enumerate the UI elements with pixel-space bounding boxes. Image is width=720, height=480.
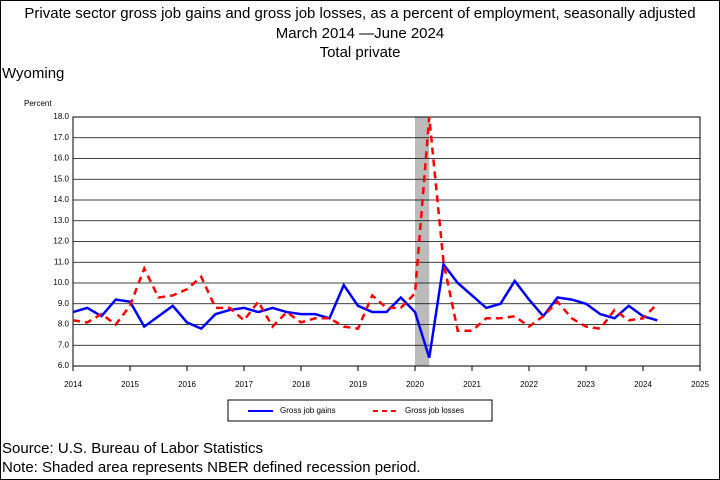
y-tick-label: 18.0 bbox=[53, 112, 69, 121]
plot-border bbox=[72, 116, 701, 367]
x-tick-label: 2023 bbox=[577, 380, 595, 389]
x-tick-label: 2018 bbox=[292, 380, 310, 389]
y-tick-label: 8.0 bbox=[58, 320, 70, 329]
x-tick-label: 2021 bbox=[463, 380, 481, 389]
y-tick-label: 7.0 bbox=[58, 340, 70, 349]
source: Source: U.S. Bureau of Labor Statistics bbox=[2, 440, 263, 457]
y-tick-label: 17.0 bbox=[53, 133, 69, 142]
y-tick-label: 15.0 bbox=[53, 174, 69, 183]
legend-label: Gross job losses bbox=[405, 406, 464, 415]
y-axis-label: Percent bbox=[24, 99, 52, 108]
series-line bbox=[72, 116, 659, 332]
legend-label: Gross job gains bbox=[280, 406, 336, 415]
note: Note: Shaded area represents NBER define… bbox=[2, 459, 421, 476]
x-tick-label: 2017 bbox=[235, 380, 253, 389]
y-tick-label: 11.0 bbox=[54, 257, 70, 266]
chart-title: Private sector gross job gains and gross… bbox=[24, 5, 695, 22]
x-tick-label: 2020 bbox=[406, 380, 424, 389]
y-tick-label: 12.0 bbox=[53, 237, 69, 246]
y-tick-label: 6.0 bbox=[58, 361, 70, 370]
y-tick-label: 13.0 bbox=[53, 216, 69, 225]
x-tick-label: 2025 bbox=[691, 380, 709, 389]
x-tick-label: 2022 bbox=[520, 380, 538, 389]
y-tick-label: 9.0 bbox=[58, 299, 70, 308]
region-label: Wyoming bbox=[2, 65, 64, 82]
x-tick-label: 2024 bbox=[634, 380, 652, 389]
y-tick-label: 16.0 bbox=[53, 154, 69, 163]
legend bbox=[227, 399, 493, 422]
y-tick-label: 10.0 bbox=[53, 278, 69, 287]
chart-subtitle: March 2014 —June 2024 bbox=[276, 25, 444, 42]
series-line bbox=[72, 261, 658, 359]
x-tick-label: 2019 bbox=[349, 380, 367, 389]
y-tick-label: 14.0 bbox=[53, 195, 69, 204]
x-tick-label: 2016 bbox=[178, 380, 196, 389]
x-tick-label: 2014 bbox=[64, 380, 82, 389]
x-tick-label: 2015 bbox=[121, 380, 139, 389]
chart-subtitle: Total private bbox=[320, 44, 401, 61]
